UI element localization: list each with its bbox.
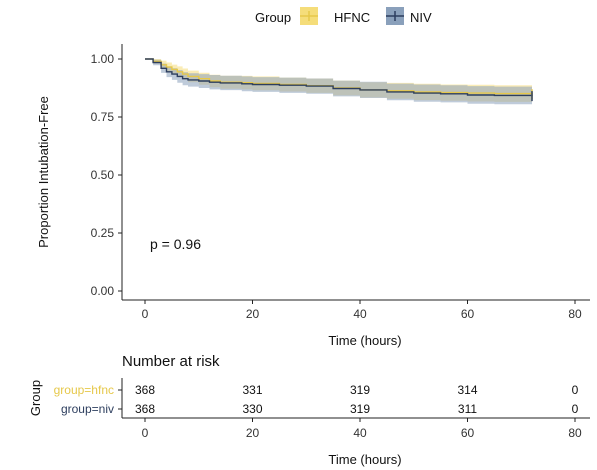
survival-plot: 0.000.250.500.751.00 0 20 40 60 80 p = 0.96 … [36, 44, 590, 348]
x-axis-ticks: 0 20 40 60 80 [142, 300, 582, 321]
risk-cell: 311 [458, 402, 477, 416]
risk-y-axis-title: Group [28, 380, 43, 416]
y-tick-label: 0.75 [91, 110, 115, 124]
risk-x-tick-label: 60 [461, 426, 475, 440]
risk-cell: 0 [572, 402, 579, 416]
confidence-bands [145, 59, 532, 106]
legend-key-hfnc [300, 7, 318, 25]
y-tick-label: 0.25 [91, 226, 115, 240]
confidence-band-niv [145, 59, 532, 106]
risk-cell: 319 [350, 383, 370, 397]
y-axis-ticks: 0.00 0.25 0.50 0.75 1.00 [91, 52, 122, 298]
risk-cell: 331 [242, 383, 262, 397]
y-tick-label: 0.50 [91, 168, 115, 182]
x-tick-label: 80 [568, 307, 582, 321]
survival-curves [145, 58, 533, 97]
risk-cell: 0 [572, 383, 579, 397]
x-tick-label: 40 [353, 307, 367, 321]
risk-x-tick-label: 80 [568, 426, 582, 440]
legend-label-niv: NIV [410, 10, 432, 25]
risk-cell: 368 [135, 402, 155, 416]
legend-label-hfnc: HFNC [334, 10, 370, 25]
survival-line-niv [145, 58, 533, 97]
risk-x-tick-label: 0 [142, 426, 149, 440]
risk-cell: 314 [457, 383, 477, 397]
y-tick-label: 1.00 [91, 52, 115, 66]
legend: Group HFNC NIV [255, 7, 432, 25]
risk-table: Number at risk group=hfnc group=niv 368 33… [28, 353, 590, 467]
risk-row-label: group=niv [61, 402, 114, 416]
risk-row-label: group=hfnc [54, 383, 114, 397]
risk-x-tick-label: 20 [246, 426, 260, 440]
risk-row-labels: group=hfnc group=niv [54, 383, 122, 416]
risk-x-axis-ticks: 0 20 40 60 80 [142, 418, 582, 440]
risk-cell: 330 [242, 402, 262, 416]
y-tick-label: 0.00 [91, 284, 115, 298]
risk-x-axis-title: Time (hours) [328, 452, 401, 467]
risk-cell: 319 [350, 402, 370, 416]
risk-cell: 368 [135, 383, 155, 397]
x-tick-label: 60 [461, 307, 475, 321]
legend-key-niv [386, 7, 404, 25]
risk-table-title: Number at risk [122, 353, 220, 370]
legend-title: Group [255, 10, 291, 25]
x-tick-label: 0 [142, 307, 149, 321]
y-axis-title: Proportion Intubation-Free [36, 96, 51, 248]
risk-x-tick-label: 40 [353, 426, 367, 440]
p-value-annotation: p = 0.96 [150, 236, 201, 252]
x-axis-title: Time (hours) [328, 333, 401, 348]
risk-cells: 368 331 319 314 0 368 330 319 311 0 [135, 383, 579, 416]
x-tick-label: 20 [246, 307, 260, 321]
